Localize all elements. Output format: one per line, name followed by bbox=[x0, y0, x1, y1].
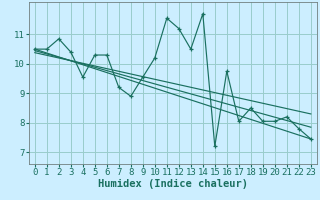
X-axis label: Humidex (Indice chaleur): Humidex (Indice chaleur) bbox=[98, 179, 248, 189]
